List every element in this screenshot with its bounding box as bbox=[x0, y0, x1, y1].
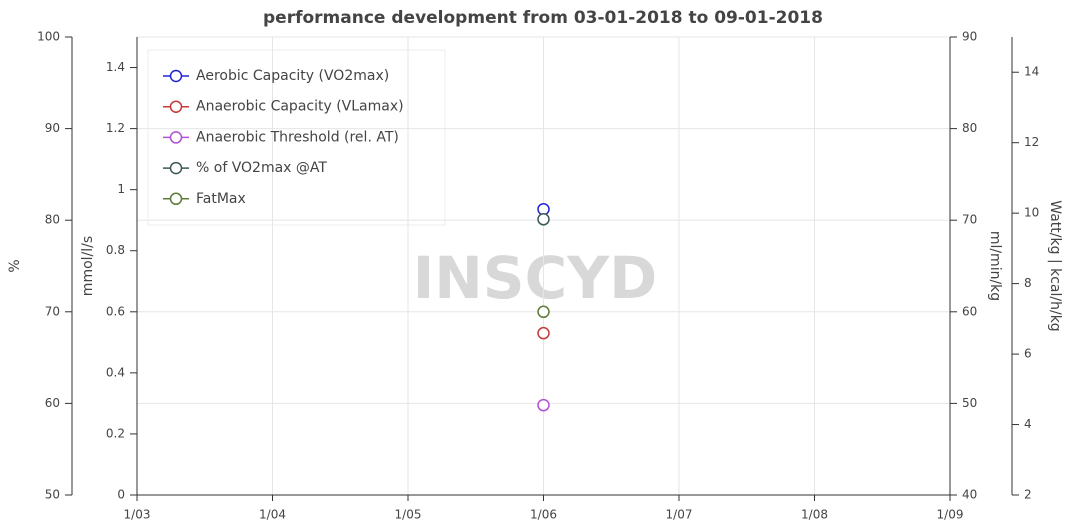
x-tick-label: 1/06 bbox=[530, 508, 557, 522]
x-tick-label: 1/03 bbox=[124, 508, 151, 522]
axis-label: Watt/kg | kcal/h/kg bbox=[1047, 200, 1063, 331]
y-tick-label: 80 bbox=[45, 213, 60, 227]
y-tick-label: 14 bbox=[1024, 65, 1039, 79]
legend-marker bbox=[169, 131, 183, 144]
y-tick-label: 10 bbox=[1024, 206, 1039, 220]
y-tick-label: 1.2 bbox=[106, 121, 125, 135]
axis-label: ml/min/kg bbox=[987, 231, 1003, 301]
x-tick-label: 1/08 bbox=[801, 508, 828, 522]
point bbox=[537, 326, 550, 340]
legend-marker bbox=[169, 69, 183, 83]
y-tick-label: 70 bbox=[45, 304, 60, 318]
legend-label: % of VO2max @AT bbox=[196, 160, 327, 176]
point bbox=[537, 398, 550, 412]
point bbox=[537, 213, 550, 226]
y-tick-label: 2 bbox=[1024, 488, 1032, 502]
y-tick-label: 50 bbox=[962, 396, 977, 410]
legend-label: Anaerobic Capacity (VLamax) bbox=[196, 99, 404, 115]
y-tick-label: 80 bbox=[962, 121, 977, 135]
y-tick-label: 0.6 bbox=[106, 304, 125, 318]
legend-marker bbox=[169, 192, 183, 206]
y-tick-label: 100 bbox=[37, 30, 60, 44]
legend-marker bbox=[169, 100, 183, 113]
y-tick-label: 50 bbox=[45, 488, 60, 502]
y-tick-label: 1 bbox=[117, 182, 125, 196]
y-tick-label: 1.4 bbox=[106, 60, 125, 74]
point bbox=[537, 305, 550, 319]
x-tick-label: 1/04 bbox=[259, 508, 286, 522]
y-tick-label: 0 bbox=[117, 488, 125, 502]
y-tick-label: 70 bbox=[962, 213, 977, 227]
x-tick-label: 1/09 bbox=[937, 508, 964, 522]
legend-label: Anaerobic Threshold (rel. AT) bbox=[196, 129, 399, 145]
y-tick-label: 6 bbox=[1024, 347, 1032, 361]
legend-label: FatMax bbox=[196, 191, 246, 207]
x-tick-label: 1/07 bbox=[666, 508, 693, 522]
y-tick-label: 60 bbox=[962, 304, 977, 318]
axis-label: % bbox=[7, 259, 23, 272]
y-tick-label: 90 bbox=[962, 30, 977, 44]
y-tick-label: 4 bbox=[1024, 417, 1032, 431]
y-tick-label: 0.4 bbox=[106, 365, 125, 379]
y-tick-label: 90 bbox=[45, 121, 60, 135]
watermark: INSCYD bbox=[413, 244, 658, 312]
y-tick-label: 8 bbox=[1024, 276, 1032, 290]
y-tick-label: 60 bbox=[45, 396, 60, 410]
chart-title: performance development from 03-01-2018 … bbox=[263, 8, 823, 28]
y-tick-label: 0.2 bbox=[106, 426, 125, 440]
legend-box bbox=[147, 49, 446, 226]
y-tick-label: 40 bbox=[962, 488, 977, 502]
legend-label: Aerobic Capacity (VO2max) bbox=[196, 68, 389, 84]
legend-marker bbox=[169, 161, 183, 175]
x-tick-label: 1/05 bbox=[395, 508, 422, 522]
y-tick-label: 12 bbox=[1024, 135, 1039, 149]
axis-label: mmol/l/s bbox=[80, 236, 96, 296]
y-tick-label: 0.8 bbox=[106, 243, 125, 257]
